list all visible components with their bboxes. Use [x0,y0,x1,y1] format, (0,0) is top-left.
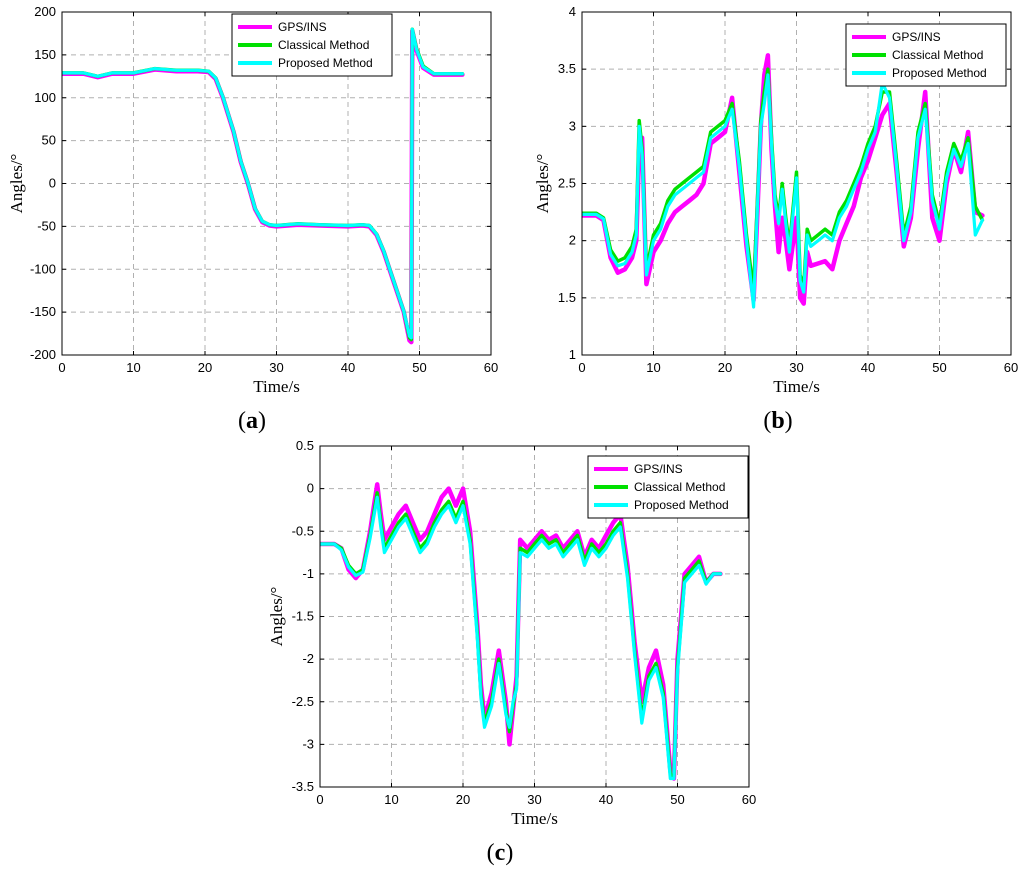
x-tick-label: 10 [384,792,398,807]
series-line-classical-method [320,491,723,779]
y-tick-label: 1 [569,347,576,362]
legend: GPS/INS Classical Method Proposed Method [587,455,749,519]
panel-label: (c) [487,840,514,866]
legend-entry: GPS/INS [892,30,941,44]
y-tick-label: 4 [569,4,576,19]
y-tick-label: 0 [307,481,314,496]
legend-entry: Proposed Method [892,66,987,80]
y-tick-label: -1.5 [292,609,314,624]
y-tick-label: 200 [34,4,56,19]
series-group [320,482,723,781]
x-tick-label: 20 [198,360,212,375]
x-tick-label: 40 [341,360,355,375]
y-tick-label: 2 [569,233,576,248]
y-tick-label: -100 [30,261,56,276]
y-tick-label: -3.5 [292,779,314,794]
x-tick-label: 30 [269,360,283,375]
chart-panel-c: 0 10 20 30 40 50 60 -3.5 -3 -2.5 -2 -1.5 -1 -0.5 0 0.5 T… [267,438,756,866]
chart-panel-b: 0 10 20 30 40 50 60 1 1.5 2 2.5 3 3.5 4 Time/s Angles/°… [533,4,1018,434]
legend-entry: Proposed Method [634,498,729,512]
series-line-gps-ins [62,28,465,345]
series-group [582,53,985,309]
x-axis-label: Time/s [773,377,820,396]
x-tick-label: 40 [861,360,875,375]
x-tick-label: 40 [599,792,613,807]
y-tick-label: 50 [42,133,56,148]
x-tick-label: 20 [718,360,732,375]
x-tick-label: 30 [789,360,803,375]
series-group [62,27,465,345]
chart-panel-a: 0 10 20 30 40 50 60 -200 -150 -100 -50 0 50 100 150 200… [7,4,498,434]
legend-entry: Classical Method [892,48,983,62]
series-line-proposed-method [62,27,464,340]
x-tick-label: 10 [646,360,660,375]
y-tick-label: 2.5 [558,176,576,191]
x-tick-label: 60 [1004,360,1018,375]
x-axis-label: Time/s [253,377,300,396]
legend-entry: Classical Method [278,38,369,52]
legend-entry: Proposed Method [278,56,373,70]
y-tick-label: 3.5 [558,61,576,76]
x-tick-label: 0 [578,360,585,375]
y-tick-label: -2 [302,651,314,666]
y-tick-label: -1 [302,566,314,581]
y-axis-label: Angles/° [7,154,26,214]
x-tick-label: 50 [932,360,946,375]
y-tick-label: 150 [34,47,56,62]
y-tick-label: 3 [569,118,576,133]
legend-entry: GPS/INS [634,462,683,476]
y-tick-label: 0.5 [296,438,314,453]
y-tick-label: -200 [30,347,56,362]
y-axis-label: Angles/° [533,154,552,214]
y-tick-label: -150 [30,304,56,319]
y-tick-label: -2.5 [292,694,314,709]
panel-label: (b) [763,408,792,434]
legend: GPS/INS Classical Method Proposed Method [231,13,393,77]
legend-entry: Classical Method [634,480,725,494]
y-axis-label: Angles/° [267,587,286,647]
x-tick-label: 60 [742,792,756,807]
x-tick-label: 30 [527,792,541,807]
x-tick-label: 50 [670,792,684,807]
series-line-proposed-method [320,495,723,781]
legend: GPS/INS Classical Method Proposed Method [845,23,1007,87]
series-line-proposed-method [582,73,985,309]
y-tick-label: -3 [302,736,314,751]
x-tick-label: 0 [316,792,323,807]
y-tick-label: -0.5 [292,523,314,538]
y-tick-label: -50 [37,218,56,233]
x-tick-label: 0 [58,360,65,375]
x-tick-label: 60 [484,360,498,375]
y-tick-label: 1.5 [558,290,576,305]
panel-label: (a) [238,408,266,434]
y-tick-label: 0 [49,176,56,191]
x-tick-label: 20 [456,792,470,807]
x-axis-label: Time/s [511,809,558,828]
y-tick-label: 100 [34,90,56,105]
x-tick-label: 50 [412,360,426,375]
x-tick-label: 10 [126,360,140,375]
legend-entry: GPS/INS [278,20,327,34]
